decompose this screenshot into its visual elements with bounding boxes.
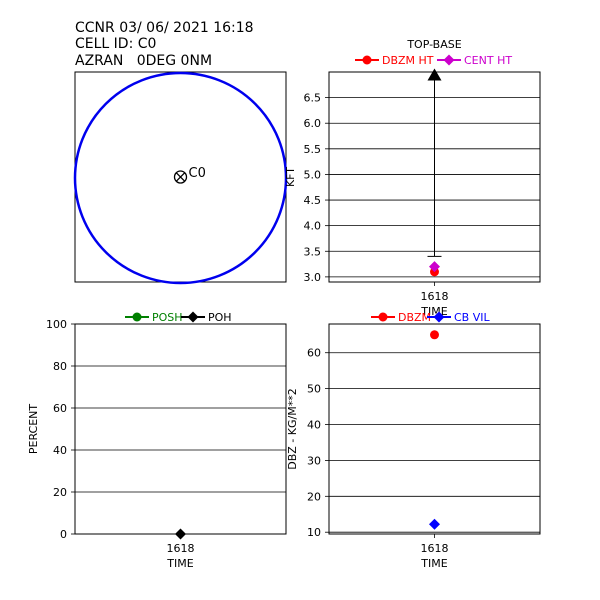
- y-tick-label-top-base: 3.0: [304, 271, 322, 284]
- top-arrow-icon: [427, 68, 442, 81]
- data-point-dbzm: [430, 330, 439, 340]
- y-tick-label-dbzm-vil: 10: [307, 526, 321, 539]
- x-tick-label-top-base: 1618: [421, 290, 449, 303]
- y-tick-label-top-base: 5.0: [304, 168, 322, 181]
- y-tick-label-dbzm-vil: 40: [307, 419, 321, 432]
- cell-marker-cross-line: [175, 172, 186, 182]
- y-axis-label-dbzm-vil: DBZ - KG/M**2: [286, 388, 299, 469]
- x-tick-label-hail-probability: 1618: [167, 542, 195, 555]
- legend-marker-top-base: [443, 54, 455, 66]
- product-header-line: CCNR 03/ 06/ 2021 16:18: [75, 20, 254, 36]
- legend-label-hail-probability: POSH: [152, 311, 183, 324]
- plot-frame-dbzm-vil: [328, 323, 541, 535]
- y-tick-label-top-base: 4.0: [304, 220, 322, 233]
- legend-marker-dbzm-vil: [378, 312, 388, 322]
- y-tick-label-dbzm-vil: 60: [307, 347, 321, 360]
- range-ring-circle: [73, 71, 288, 285]
- legend-label-top-base: DBZM HT: [382, 54, 434, 67]
- data-point-cent-ht: [429, 261, 440, 273]
- y-tick-label-top-base: 6.0: [304, 117, 322, 130]
- legend-marker-top-base: [362, 55, 372, 65]
- y-tick-label-hail-probability: 80: [53, 360, 67, 373]
- data-point-poh: [175, 528, 186, 540]
- y-tick-label-hail-probability: 60: [53, 402, 67, 415]
- y-tick-label-top-base: 4.5: [304, 194, 322, 207]
- legend-marker-hail-probability: [132, 312, 142, 322]
- y-tick-label-hail-probability: 0: [60, 528, 67, 541]
- data-point-cb-vil: [429, 518, 440, 530]
- y-tick-label-hail-probability: 40: [53, 444, 67, 457]
- x-axis-label-dbzm-vil: TIME: [420, 557, 447, 570]
- chart-title-top-base: TOP-BASE: [406, 38, 461, 51]
- legend-marker-hail-probability: [187, 311, 199, 323]
- plot-frame-hail-probability: [74, 323, 287, 535]
- y-tick-label-dbzm-vil: 30: [307, 454, 321, 467]
- y-tick-label-top-base: 6.5: [304, 92, 322, 105]
- y-tick-label-top-base: 3.5: [304, 245, 322, 258]
- y-axis-label-top-base: KFT: [284, 167, 297, 187]
- cell-position-marker-icon: [173, 170, 188, 184]
- cell-id-line: CELL ID: C0: [75, 36, 157, 52]
- y-tick-label-dbzm-vil: 20: [307, 490, 321, 503]
- y-tick-label-top-base: 5.5: [304, 143, 322, 156]
- legend-label-dbzm-vil: DBZM: [398, 311, 431, 324]
- cell-marker-label: C0: [189, 166, 206, 181]
- x-tick-label-dbzm-vil: 1618: [421, 542, 449, 555]
- y-tick-label-dbzm-vil: 50: [307, 383, 321, 396]
- x-axis-label-hail-probability: TIME: [166, 557, 193, 570]
- y-axis-label-hail-probability: PERCENT: [27, 404, 40, 455]
- legend-label-hail-probability: POH: [208, 311, 232, 324]
- y-tick-label-hail-probability: 100: [46, 318, 67, 331]
- legend-label-dbzm-vil: CB VIL: [454, 311, 490, 324]
- legend-marker-dbzm-vil: [433, 311, 445, 323]
- y-tick-label-hail-probability: 20: [53, 486, 67, 499]
- azimuth-range-line: AZRAN 0DEG 0NM: [75, 53, 213, 69]
- legend-label-top-base: CENT HT: [464, 54, 512, 67]
